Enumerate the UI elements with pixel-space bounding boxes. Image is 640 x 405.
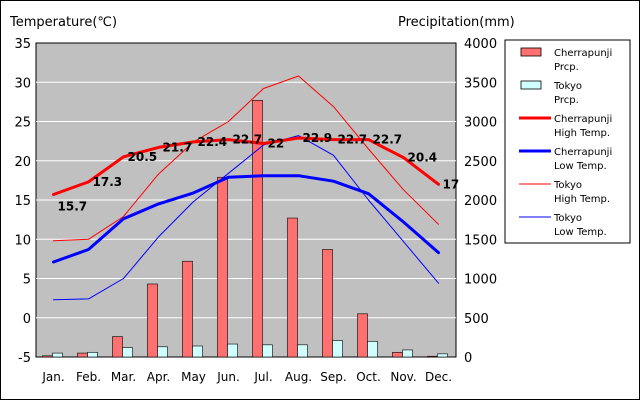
precipitation-bar — [87, 351, 98, 358]
precipitation-bar — [287, 217, 298, 358]
x-tick-label: Sep. — [320, 370, 346, 384]
x-tick-label: Aug. — [285, 370, 312, 384]
legend-box — [504, 39, 631, 244]
data-label: 17.3 — [93, 175, 123, 189]
y-left-tick-label: 10 — [14, 233, 31, 248]
y-right-tick-label: 0 — [464, 351, 472, 366]
data-label: 22.7 — [338, 133, 368, 147]
y-left-axis-title: Temperature(℃) — [9, 15, 117, 30]
x-tick-label: Mar. — [111, 370, 136, 384]
precipitation-bar — [42, 355, 53, 358]
x-tick-label: Jun. — [216, 370, 240, 384]
legend-label: Prcp. — [554, 95, 579, 106]
precipitation-bar — [77, 352, 88, 358]
temperature-line — [53, 135, 439, 301]
x-tick-label: Oct. — [356, 370, 381, 384]
x-tick-label: Apr. — [147, 370, 170, 384]
y-left-tick-label: 0 — [23, 312, 31, 327]
precipitation-bar — [367, 340, 378, 358]
y-right-tick-label: 1000 — [464, 273, 497, 288]
legend-swatch-bar — [520, 47, 542, 57]
x-tick-label: May — [181, 370, 206, 384]
legend-swatch-bar — [520, 80, 542, 90]
legend: Cherrapunji Prcp. Tokyo Prcp. Cherrapunji Hig… — [504, 39, 631, 244]
precipitation-bar — [427, 355, 438, 358]
x-tick-label: Feb. — [76, 370, 101, 384]
y-right-tick-label: 3000 — [464, 116, 497, 131]
y-left-tick-label: 30 — [14, 76, 31, 91]
y-right-tick-label: 3500 — [464, 76, 497, 91]
data-label: 21.7 — [163, 140, 193, 154]
data-label: 20.4 — [408, 151, 438, 165]
data-label: 22.7 — [373, 133, 403, 147]
precipitation-bar — [332, 340, 343, 358]
data-label: 22.7 — [233, 133, 263, 147]
y-left-tick-label: 25 — [14, 116, 31, 131]
temperature-line — [52, 136, 440, 196]
data-label: 20.5 — [128, 150, 158, 164]
precipitation-bar — [437, 353, 448, 358]
y-left-tick-label: 15 — [14, 194, 31, 209]
precipitation-bar — [52, 352, 63, 358]
y-left-tick-label: 35 — [14, 37, 31, 52]
y-left-tick-label: 5 — [23, 273, 31, 288]
precipitation-bar — [192, 345, 203, 358]
precipitation-bar — [357, 313, 368, 358]
legend-label: Low Temp. — [554, 161, 607, 172]
precipitation-bar — [227, 343, 238, 358]
legend-label: High Temp. — [554, 194, 610, 205]
y-left-tick-label: 20 — [14, 155, 31, 170]
y-right-tick-label: 2500 — [464, 155, 497, 170]
legend-label: Tokyo — [553, 213, 582, 224]
legend-label: Cherrapunji — [554, 147, 612, 158]
precipitation-bar — [392, 351, 403, 358]
precipitation-bar — [147, 283, 158, 358]
temperature-line — [53, 75, 439, 242]
precipitation-bar — [322, 249, 333, 358]
y-right-tick-label: 500 — [464, 312, 489, 327]
data-label: 22 — [268, 136, 285, 150]
x-tick-label: Jan. — [41, 370, 64, 384]
precipitation-bar — [122, 347, 133, 358]
data-label: 22.9 — [303, 131, 333, 145]
precipitation-bar — [217, 176, 228, 358]
y-left-tick-label: -5 — [18, 351, 31, 366]
precipitation-bar — [157, 346, 168, 358]
y-right-tick-label: 1500 — [464, 233, 497, 248]
legend-label: Prcp. — [554, 62, 579, 73]
precipitation-bar — [182, 260, 193, 358]
y-right-tick-label: 4000 — [464, 37, 497, 52]
precipitation-bar — [252, 100, 263, 358]
x-tick-label: Nov. — [390, 370, 416, 384]
plot-area: -5 0 0 500 5 1000 10 1500 15 2000 20 2500 25 3000 30 35… — [14, 37, 497, 384]
data-label: 22.4 — [198, 135, 228, 149]
legend-label: Low Temp. — [554, 227, 607, 238]
legend-label: Tokyo — [553, 81, 582, 92]
y-right-tick-label: 2000 — [464, 194, 497, 209]
legend-label: Tokyo — [553, 180, 582, 191]
legend-label: Cherrapunji — [554, 48, 612, 59]
precipitation-bar — [112, 336, 123, 358]
x-tick-label: Jul. — [253, 370, 272, 384]
legend-label: High Temp. — [554, 128, 610, 139]
precipitation-bar — [297, 344, 308, 358]
x-tick-label: Dec. — [425, 370, 452, 384]
precipitation-bar — [402, 349, 413, 358]
data-label: 15.7 — [58, 200, 88, 214]
y-right-axis-title: Precipitation(mm) — [398, 15, 515, 30]
temperature-line — [52, 174, 440, 264]
data-label: 17 — [443, 177, 460, 191]
precipitation-bar — [262, 344, 273, 358]
legend-label: Cherrapunji — [554, 114, 612, 125]
